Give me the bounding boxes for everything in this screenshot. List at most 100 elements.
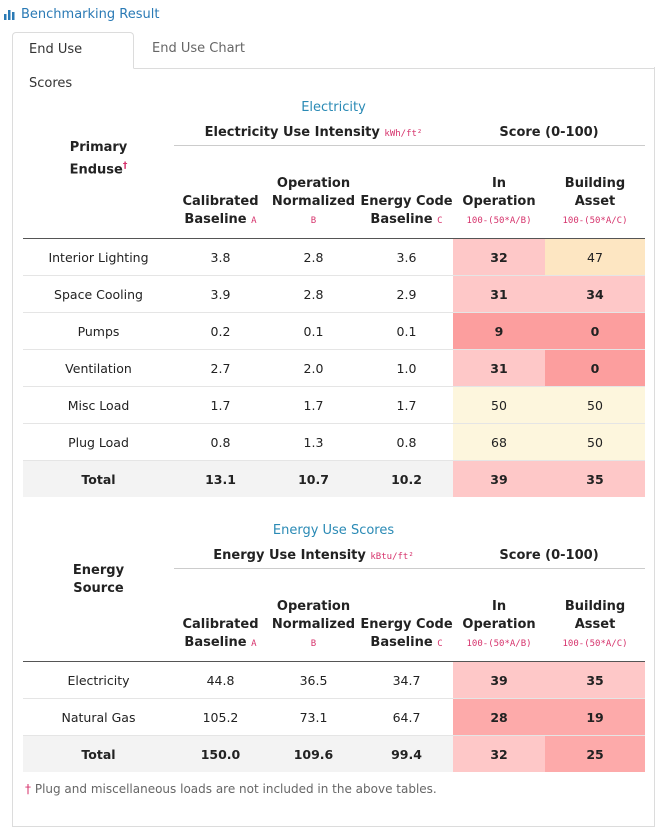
cell-op: 31 — [453, 349, 545, 387]
cell-b: 36.5 — [267, 661, 360, 699]
total-cell-b: 109.6 — [267, 735, 360, 772]
energy-section-title: Energy Use Scores — [272, 523, 395, 538]
cell-b: 2.0 — [267, 349, 360, 387]
total-cell-asset: 35 — [545, 460, 645, 497]
total-cell-c: 10.2 — [360, 460, 453, 497]
row-header-line2: Source — [73, 581, 124, 596]
column-header: Energy Code Baseline C — [360, 145, 453, 239]
cell-c: 1.7 — [360, 386, 453, 424]
cell-asset: 19 — [545, 698, 646, 736]
total-cell-b: 10.7 — [267, 460, 360, 497]
cell-op: 31 — [453, 275, 545, 313]
score-label: Score (0-100) — [499, 547, 599, 563]
cell-op: 50 — [453, 386, 545, 424]
cell-c: 3.6 — [360, 238, 453, 276]
column-header-line2: Baseline — [370, 635, 433, 650]
column-header-line2: Normalized — [271, 194, 356, 209]
column-header-line2: Asset — [574, 194, 616, 209]
cell-asset: 0 — [545, 349, 645, 387]
cell-a: 44.8 — [174, 661, 267, 699]
cell-b: 1.3 — [267, 423, 360, 461]
cell-op: 9 — [453, 312, 545, 350]
intensity-group-header: Energy Use Intensity kBtu/ft² — [174, 542, 454, 569]
column-tag: C — [437, 216, 443, 226]
column-tag: A — [251, 216, 257, 226]
cell-asset: 50 — [545, 423, 645, 461]
row-name-cell: Natural Gas — [23, 698, 174, 736]
row-header-line1: Primary — [69, 140, 128, 155]
cell-a: 0.2 — [174, 312, 267, 350]
cell-a: 0.8 — [174, 423, 267, 461]
cell-c: 2.9 — [360, 275, 453, 313]
intensity-label: Electricity Use Intensity — [204, 124, 380, 140]
column-header: Operation Normalized B — [267, 145, 360, 239]
column-header: Building Asset 100-(50*A/C) — [545, 568, 646, 662]
column-tag: B — [310, 639, 317, 649]
cell-a: 3.9 — [174, 275, 267, 313]
column-header-line1: Energy Code — [360, 617, 453, 632]
column-header-line1: Building — [564, 599, 626, 614]
row-name-cell: Space Cooling — [23, 275, 174, 313]
cell-b: 73.1 — [267, 698, 360, 736]
total-cell-op: 39 — [453, 460, 545, 497]
row-name-cell: Ventilation — [23, 349, 174, 387]
total-cell-c: 99.4 — [360, 735, 454, 772]
score-group-header: Score (0-100) — [453, 119, 645, 146]
cell-c: 0.1 — [360, 312, 453, 350]
cell-b: 2.8 — [267, 275, 360, 313]
tab-end-use-scores[interactable]: End Use Scores — [12, 32, 134, 91]
table-row: Pumps 0.2 0.1 0.1 9 0 — [23, 312, 645, 350]
column-header: In Operation 100-(50*A/B) — [453, 145, 545, 239]
column-header: Operation Normalized B — [267, 568, 360, 662]
footnote-dagger: † — [25, 782, 31, 796]
column-header-line2: Baseline — [184, 635, 247, 650]
column-header-line1: Calibrated — [182, 617, 259, 632]
tab-bar: End Use Scores End Use Chart — [12, 32, 655, 91]
column-tag: B — [310, 216, 317, 226]
column-formula: 100-(50*A/B) — [466, 639, 532, 649]
row-name-cell: Interior Lighting — [23, 238, 174, 276]
column-tag: A — [251, 639, 257, 649]
column-header-line1: Calibrated — [182, 194, 259, 209]
tab-end-use-chart[interactable]: End Use Chart — [152, 41, 245, 56]
cell-b: 1.7 — [267, 386, 360, 424]
cell-a: 2.7 — [174, 349, 267, 387]
cell-c: 64.7 — [360, 698, 454, 736]
table-row: Misc Load 1.7 1.7 1.7 50 50 — [23, 386, 645, 424]
cell-a: 3.8 — [174, 238, 267, 276]
column-header: In Operation 100-(50*A/B) — [453, 568, 546, 662]
score-label: Score (0-100) — [499, 124, 599, 140]
column-header-line1: Operation — [276, 176, 351, 191]
footnote-text: Plug and miscellaneous loads are not inc… — [34, 782, 437, 796]
column-header-row: Calibrated Baseline A Operation Normalized … — [23, 568, 646, 662]
cell-c: 0.8 — [360, 423, 453, 461]
column-header-line1: In — [491, 599, 507, 614]
intensity-group-header: Electricity Use Intensity kWh/ft² — [174, 119, 453, 146]
column-formula: 100-(50*A/B) — [466, 216, 532, 226]
energy-table: Energy Source Energy Use Intensity kBtu/ft… — [23, 542, 646, 772]
electricity-table: Primary Enduse† Electricity Use Intensity … — [23, 119, 645, 497]
page-title: Benchmarking Result — [21, 6, 160, 22]
column-header-line2: Normalized — [271, 617, 356, 632]
cell-b: 0.1 — [267, 312, 360, 350]
column-header-line2: Baseline — [370, 212, 433, 227]
total-cell-asset: 25 — [545, 735, 646, 772]
column-header: Calibrated Baseline A — [174, 568, 267, 662]
column-header-line1: Building — [564, 176, 626, 191]
column-header-line1: In — [491, 176, 507, 191]
tab-panel: Electricity Primary Enduse† Electricity Us… — [12, 67, 655, 827]
group-header-row: Primary Enduse† Electricity Use Intensity … — [23, 119, 645, 239]
row-name-cell: Electricity — [23, 661, 174, 699]
cell-a: 1.7 — [174, 386, 267, 424]
column-header-line2: Operation — [462, 617, 536, 632]
cell-a: 105.2 — [174, 698, 267, 736]
column-header-line2: Baseline — [184, 212, 247, 227]
table-row: Interior Lighting 3.8 2.8 3.6 32 47 — [23, 238, 645, 276]
cell-op: 32 — [453, 238, 545, 276]
intensity-unit: kBtu/ft² — [370, 551, 414, 562]
table-row: Natural Gas 105.2 73.1 64.7 28 19 — [23, 698, 646, 736]
total-cell-a: 150.0 — [174, 735, 267, 772]
row-header-cell: Primary Enduse† — [23, 119, 174, 239]
bar-chart-icon — [4, 10, 15, 20]
total-cell-a: 13.1 — [174, 460, 267, 497]
